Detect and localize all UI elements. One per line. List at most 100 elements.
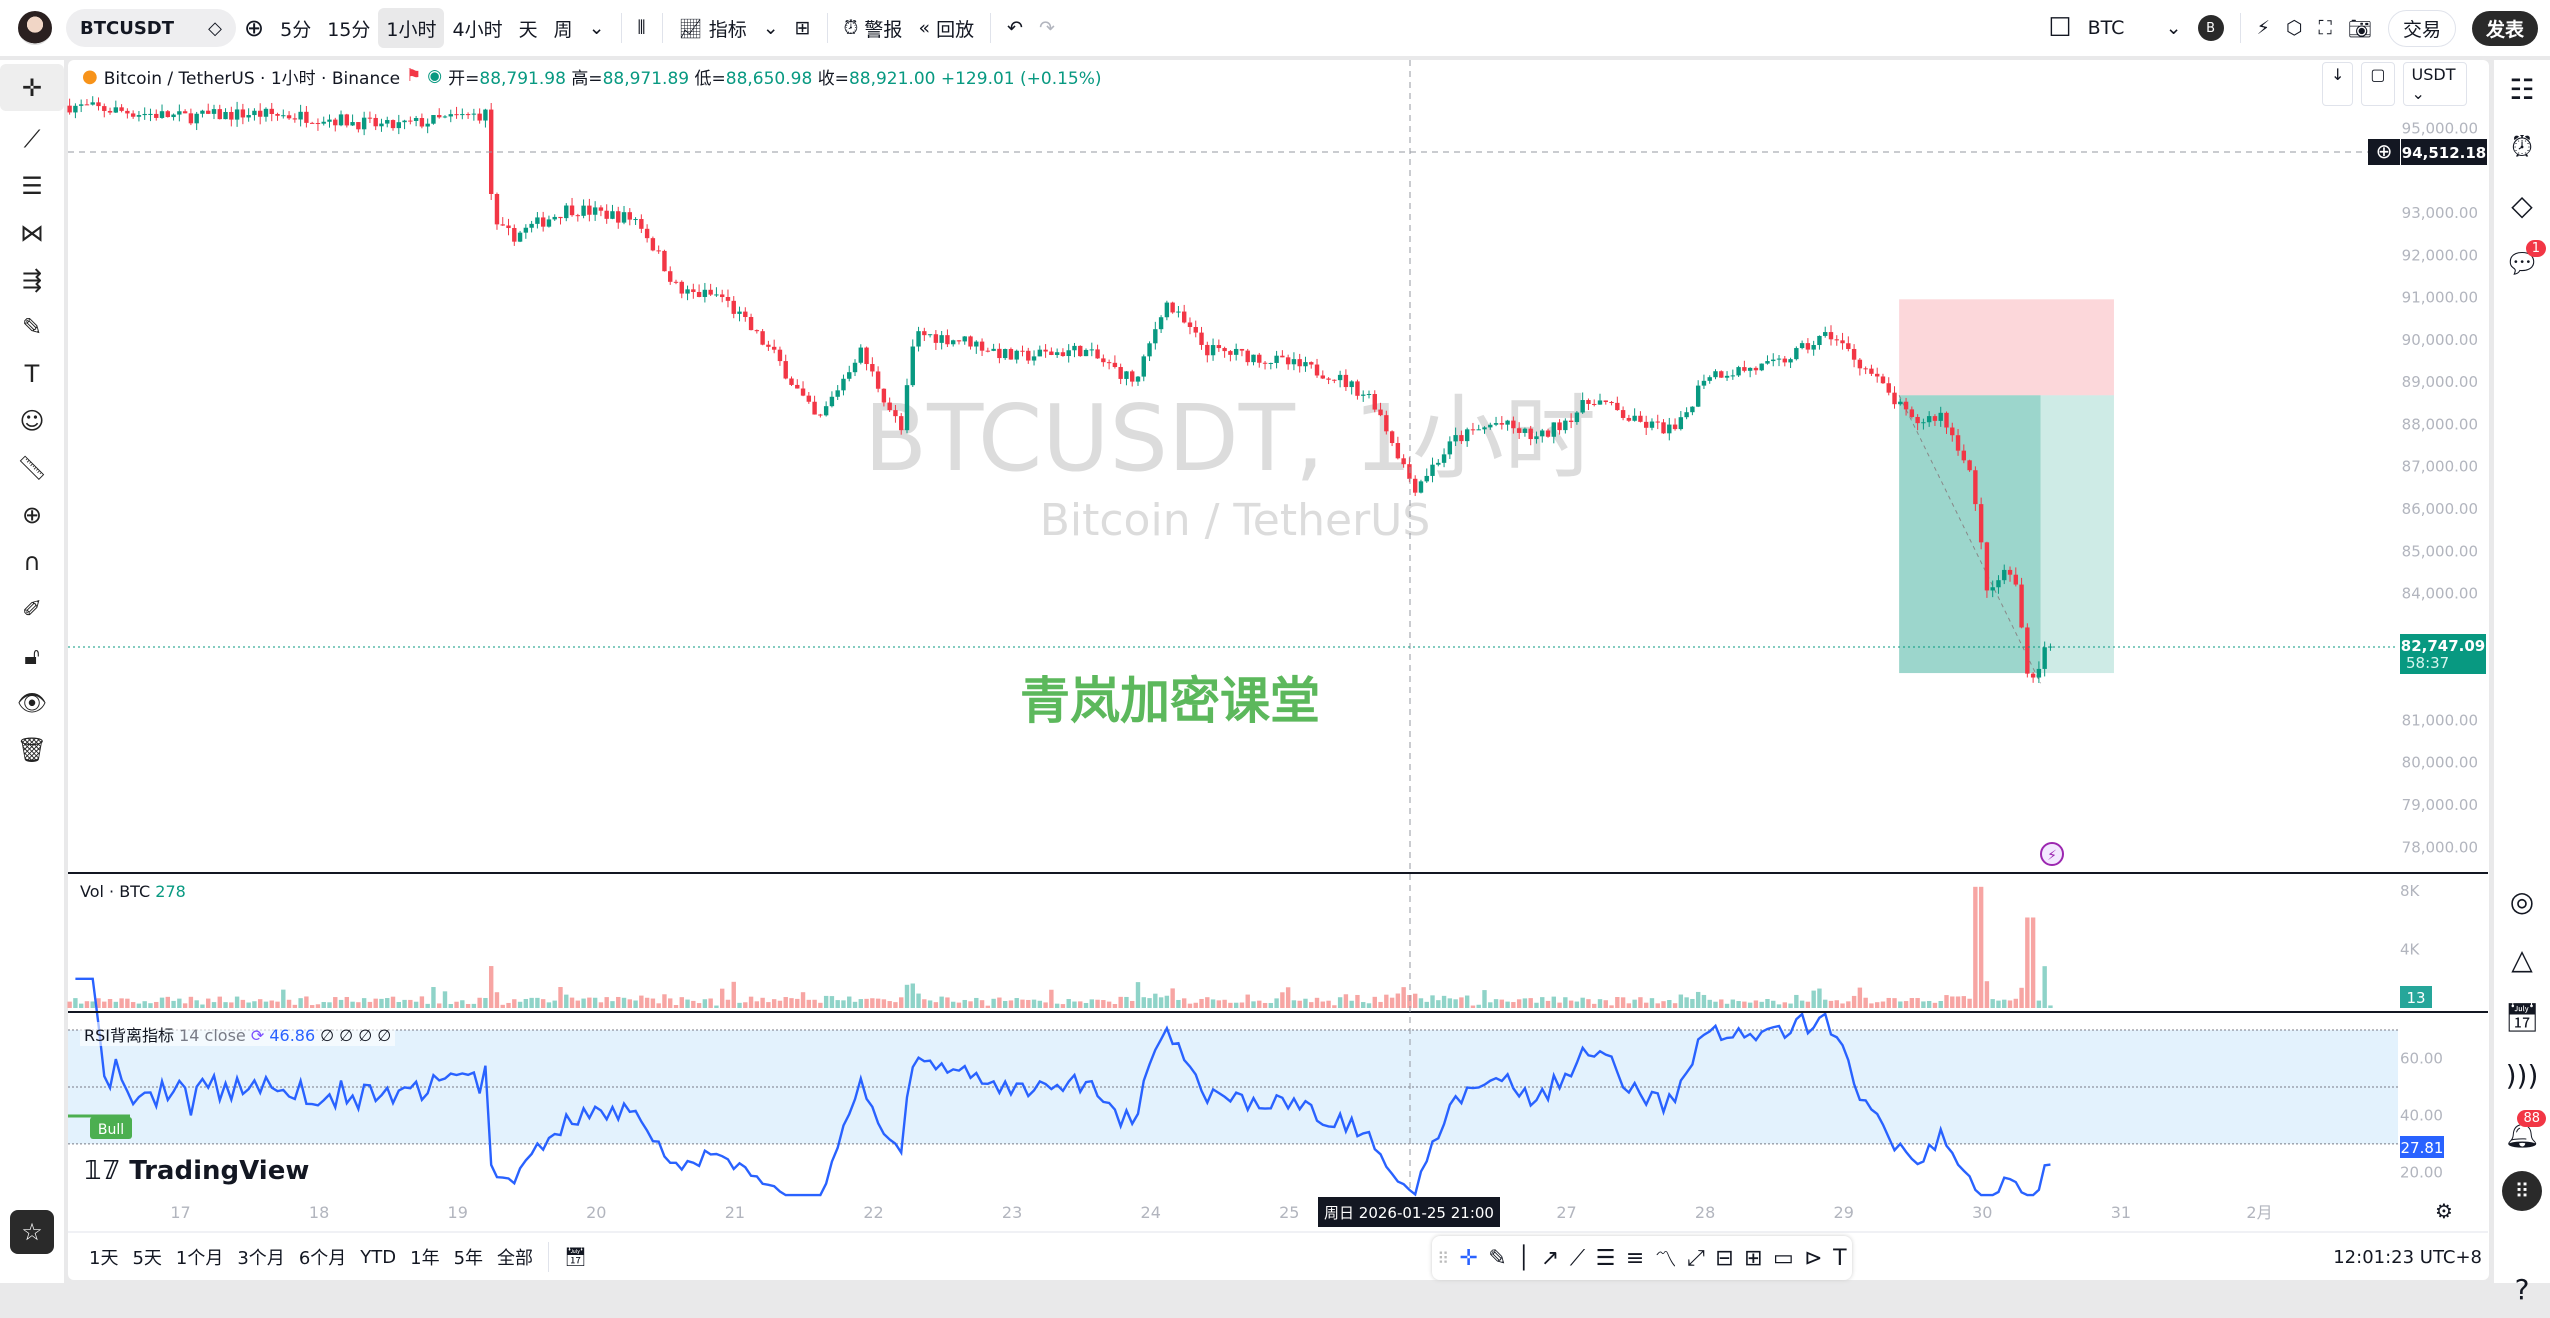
undo-icon[interactable]: ↶ xyxy=(1007,17,1024,39)
chat-icon[interactable]: 💬︎ 1 xyxy=(2494,234,2550,292)
rectangle-icon[interactable]: ▭ xyxy=(1773,1245,1794,1271)
settings-icon[interactable]: ⬡ xyxy=(2285,17,2303,39)
signal-icon[interactable]: ))) xyxy=(2505,1058,2539,1092)
calendar-icon[interactable]: 📅︎ xyxy=(2504,1000,2540,1034)
date-range-icon[interactable]: ⊞ xyxy=(1744,1245,1763,1271)
arrow-down-icon[interactable]: ↓ xyxy=(2322,62,2354,106)
target-icon[interactable]: ◎ xyxy=(2509,884,2535,918)
range-5y[interactable]: 5年 xyxy=(453,1248,484,1269)
volume-bar xyxy=(379,998,384,1008)
range-all[interactable]: 全部 xyxy=(497,1248,534,1269)
drag-handle-icon[interactable]: ⠿ xyxy=(1437,1248,1449,1268)
range-1y[interactable]: 1年 xyxy=(410,1248,440,1269)
volume-bar xyxy=(1499,999,1505,1008)
crosshair-icon[interactable]: ✛ xyxy=(1459,1245,1478,1271)
redo-icon[interactable]: ↷ xyxy=(1039,17,1055,39)
ideas-icon[interactable]: △ xyxy=(2511,942,2533,976)
symbol-title[interactable]: Bitcoin / TetherUS · 1小时 · Binance xyxy=(103,68,401,89)
candle-body xyxy=(229,111,234,120)
user-avatar[interactable] xyxy=(18,11,52,45)
candle-type-icon[interactable]: ⫴ xyxy=(637,17,646,39)
square-icon[interactable]: ☐ xyxy=(2048,13,2072,43)
trade-button[interactable]: 交易 xyxy=(2380,8,2464,48)
brush-icon[interactable]: ✎ xyxy=(1488,1245,1507,1271)
notifications-bell-icon[interactable]: 🔔︎ 88 xyxy=(2494,1104,2550,1162)
fib-icon[interactable]: ☰ xyxy=(21,171,43,200)
range-1m[interactable]: 1个月 xyxy=(175,1248,224,1269)
publish-button[interactable]: 发表 xyxy=(2464,8,2546,48)
clock[interactable]: 12:01:23 UTC+8 xyxy=(2333,1246,2482,1268)
trash-icon[interactable]: 🗑︎ xyxy=(16,735,48,764)
lock-icon[interactable]: 🔓︎ xyxy=(24,641,40,670)
range-3m[interactable]: 3个月 xyxy=(237,1248,285,1269)
range-6m[interactable]: 6个月 xyxy=(298,1248,347,1269)
forecast-icon[interactable]: ⇶ xyxy=(21,265,43,294)
symbol-search[interactable]: BTCUSDT ◇ xyxy=(66,9,236,47)
candle-body xyxy=(96,102,101,107)
interval-5m[interactable]: 5分 xyxy=(280,18,312,41)
watchlist-star-icon[interactable]: ☆ xyxy=(10,1210,54,1254)
volume-bar xyxy=(1488,1002,1493,1008)
path-icon[interactable]: 〽 xyxy=(1654,1248,1677,1273)
parallel-channel-icon[interactable]: ≡ xyxy=(1625,1245,1645,1271)
volume-bar xyxy=(881,999,887,1008)
range-ytd[interactable]: YTD xyxy=(360,1246,397,1268)
interval-4h[interactable]: 4小时 xyxy=(452,18,503,41)
text-icon[interactable]: T xyxy=(1833,1245,1847,1271)
interval-15m[interactable]: 15分 xyxy=(327,18,371,41)
replay-play-icon[interactable]: ⊳ xyxy=(1804,1245,1823,1271)
text-icon[interactable]: T xyxy=(24,359,40,388)
crosshair-time-label xyxy=(1318,1197,1500,1227)
event-flash-icon[interactable] xyxy=(2040,842,2064,866)
goto-date-icon[interactable]: 📅︎ xyxy=(564,1246,587,1268)
zoom-in-icon[interactable]: ⊕ xyxy=(21,500,43,529)
currency-scale-select[interactable]: USDT ⌄ xyxy=(2402,62,2467,106)
candle-body xyxy=(263,108,269,117)
pattern-icon[interactable]: ⋈ xyxy=(20,218,44,247)
trendline-icon[interactable]: ⟋ xyxy=(1569,1245,1586,1271)
fullscreen-icon[interactable]: ⛶ xyxy=(2318,17,2332,39)
refresh-icon[interactable]: ⟳ xyxy=(250,1026,265,1045)
replay-button[interactable]: « 回放 xyxy=(910,8,982,48)
emoji-icon[interactable]: ☺ xyxy=(19,406,45,435)
alert-button[interactable]: ⏰︎ 警报 xyxy=(836,8,911,48)
trendline-icon[interactable]: ⟋ xyxy=(23,124,41,153)
range-icon[interactable]: ⊟ xyxy=(1715,1245,1734,1271)
scale-settings-icon[interactable]: ⚙ xyxy=(2435,1199,2453,1223)
chart-canvas[interactable]: BTCUSDT, 1小时 Bitcoin / TetherUS 青岚加密课堂 9… xyxy=(0,0,2550,1283)
ray-icon[interactable]: ⤢ xyxy=(1687,1245,1705,1271)
interval-1d[interactable]: 天 xyxy=(518,18,538,41)
apps-grid-icon[interactable]: ⠿ xyxy=(2494,1162,2550,1220)
brush-icon[interactable]: ✎ xyxy=(21,312,43,341)
interval-1w[interactable]: 周 xyxy=(553,18,573,41)
lock-pen-icon[interactable]: ✐ xyxy=(21,594,43,623)
crosshair-icon[interactable]: ✛ xyxy=(0,64,64,111)
magnet-icon[interactable]: ∩ xyxy=(23,547,41,576)
camera-icon[interactable]: 📷︎ xyxy=(2347,17,2372,40)
range-1d[interactable]: 1天 xyxy=(89,1248,119,1269)
auto-scale-icon[interactable]: ▢ xyxy=(2361,62,2395,106)
layers-icon[interactable]: ◇ xyxy=(2511,188,2533,222)
chevron-down-icon[interactable]: ⌄ xyxy=(762,17,779,39)
alerts-clock-icon[interactable]: ⏰︎ xyxy=(2511,130,2533,163)
ruler-icon[interactable]: 📏︎ xyxy=(16,453,48,482)
layouts-icon[interactable]: ⊞ xyxy=(794,17,811,39)
flag-icon[interactable]: ⚑ xyxy=(406,66,422,86)
eye-icon[interactable]: 👁︎ xyxy=(16,688,48,717)
vertical-line-icon[interactable]: │ xyxy=(1517,1245,1531,1271)
chevron-down-icon[interactable]: ⌄ xyxy=(588,17,605,39)
compare-add-button[interactable]: ⊕ xyxy=(244,14,265,42)
quick-search-icon[interactable]: ⚡ xyxy=(2256,17,2270,39)
watchlist-icon[interactable]: ☷ xyxy=(2509,72,2535,106)
candle-body xyxy=(1753,367,1759,371)
help-icon[interactable]: ? xyxy=(2514,1272,2530,1306)
arrow-icon[interactable]: ↗ xyxy=(1540,1245,1560,1271)
interval-1h[interactable]: 1小时 xyxy=(378,8,445,48)
range-5d[interactable]: 5天 xyxy=(132,1248,162,1269)
long-position-tool[interactable] xyxy=(1898,299,2114,684)
indicators-button[interactable]: 📈︎ 指标 xyxy=(671,8,755,48)
currency-select[interactable]: BTC ⌄ xyxy=(2080,8,2190,48)
add-alert-button[interactable] xyxy=(2368,139,2400,165)
account-avatar[interactable]: B xyxy=(2190,8,2232,48)
fib-icon[interactable]: ☰ xyxy=(1595,1245,1616,1271)
